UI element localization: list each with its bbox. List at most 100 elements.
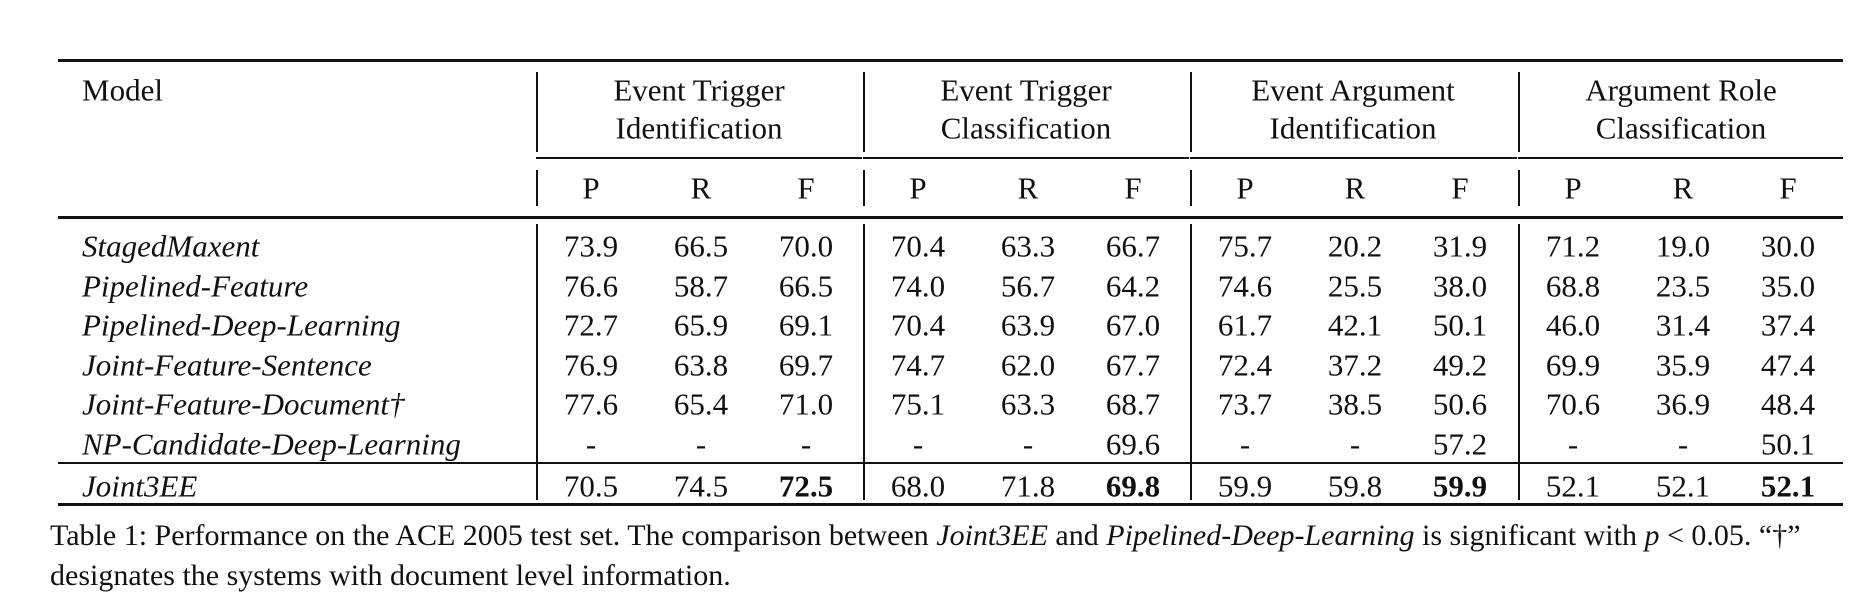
cell: 70.4: [890, 307, 946, 343]
caption-text: and: [1047, 519, 1107, 552]
cell: 59.9: [1432, 468, 1488, 504]
cell: 71.0: [778, 386, 834, 422]
cell: 66.5: [673, 228, 729, 264]
group-header: Event Trigger: [940, 72, 1112, 108]
cell: 72.7: [563, 307, 619, 343]
cell: 69.6: [1105, 426, 1161, 462]
caption-text: Pipelined-Deep-Learning: [1106, 519, 1415, 552]
cell: 66.5: [778, 268, 834, 304]
cell: 66.7: [1105, 228, 1161, 264]
cell: 35.9: [1655, 347, 1711, 383]
cell: 74.0: [890, 268, 946, 304]
model-name: Joint-Feature-Sentence: [82, 347, 372, 383]
cell: 37.4: [1760, 307, 1816, 343]
column-rule: [1518, 72, 1520, 152]
group-header: Classification: [1595, 110, 1767, 146]
cell: 52.1: [1545, 468, 1601, 504]
metric-header: R: [1017, 170, 1039, 206]
caption-text: p: [1644, 519, 1660, 552]
cell: 70.6: [1545, 386, 1601, 422]
cell: 48.4: [1760, 386, 1816, 422]
group-header: Event Trigger: [613, 72, 785, 108]
column-rule: [536, 170, 538, 206]
metric-header: F: [1779, 170, 1797, 206]
model-name: Joint3EE: [82, 468, 198, 504]
cell: 69.7: [778, 347, 834, 383]
cell: 23.5: [1655, 268, 1711, 304]
cell: 74.7: [890, 347, 946, 383]
model-name: Pipelined-Deep-Learning: [82, 307, 401, 343]
cell: 67.7: [1105, 347, 1161, 383]
model-header: Model: [82, 72, 163, 108]
cell: 56.7: [1000, 268, 1056, 304]
cell: 50.1: [1432, 307, 1488, 343]
cell: 25.5: [1327, 268, 1383, 304]
column-rule: [536, 224, 538, 500]
rule: [536, 157, 862, 159]
cell: -: [695, 426, 707, 462]
cell: 31.4: [1655, 307, 1711, 343]
cell: 61.7: [1217, 307, 1273, 343]
group-header: Classification: [940, 110, 1112, 146]
cell: 68.7: [1105, 386, 1161, 422]
cell: -: [1349, 426, 1361, 462]
rule: [1518, 157, 1843, 159]
cell: 57.2: [1432, 426, 1488, 462]
cell: 70.5: [563, 468, 619, 504]
cell: 42.1: [1327, 307, 1383, 343]
column-rule: [863, 170, 865, 206]
column-rule: [1190, 72, 1192, 152]
group-header: Argument Role: [1585, 72, 1777, 108]
column-rule: [1518, 170, 1520, 206]
cell: 67.0: [1105, 307, 1161, 343]
group-header: Identification: [615, 110, 783, 146]
rule: [58, 58, 1843, 62]
cell: 58.7: [673, 268, 729, 304]
cell: 59.8: [1327, 468, 1383, 504]
cell: 63.8: [673, 347, 729, 383]
column-rule: [1518, 224, 1520, 500]
cell: 46.0: [1545, 307, 1601, 343]
caption-text: Table 1: Performance on the ACE 2005 tes…: [50, 519, 937, 552]
cell: 71.8: [1000, 468, 1056, 504]
cell: 70.4: [890, 228, 946, 264]
cell: 75.1: [890, 386, 946, 422]
cell: 76.6: [563, 268, 619, 304]
metric-header: R: [690, 170, 712, 206]
metric-header: R: [1344, 170, 1366, 206]
cell: 38.0: [1432, 268, 1488, 304]
cell: 64.2: [1105, 268, 1161, 304]
cell: 19.0: [1655, 228, 1711, 264]
cell: 73.9: [563, 228, 619, 264]
cell: -: [1677, 426, 1689, 462]
cell: 47.4: [1760, 347, 1816, 383]
cell: 69.1: [778, 307, 834, 343]
column-rule: [863, 224, 865, 500]
cell: -: [800, 426, 812, 462]
metric-header: F: [1124, 170, 1142, 206]
metric-header: P: [1564, 170, 1582, 206]
metric-header: F: [797, 170, 815, 206]
cell: 37.2: [1327, 347, 1383, 383]
group-header: Identification: [1269, 110, 1437, 146]
rule: [58, 502, 1843, 506]
group-header: Event Argument: [1251, 72, 1455, 108]
model-name: StagedMaxent: [82, 228, 260, 264]
cell: 74.6: [1217, 268, 1273, 304]
column-rule: [863, 72, 865, 152]
metric-header: F: [1451, 170, 1469, 206]
caption-text: Joint3EE: [936, 519, 1048, 552]
cell: 69.8: [1105, 468, 1161, 504]
caption: Table 1: Performance on the ACE 2005 tes…: [50, 516, 1850, 596]
cell: 69.9: [1545, 347, 1601, 383]
cell: 77.6: [563, 386, 619, 422]
cell: 36.9: [1655, 386, 1711, 422]
cell: -: [1567, 426, 1579, 462]
cell: 76.9: [563, 347, 619, 383]
caption-text: is significant with: [1414, 519, 1645, 552]
metric-header: P: [909, 170, 927, 206]
rule: [863, 157, 1189, 159]
cell: 73.7: [1217, 386, 1273, 422]
cell: 68.8: [1545, 268, 1601, 304]
